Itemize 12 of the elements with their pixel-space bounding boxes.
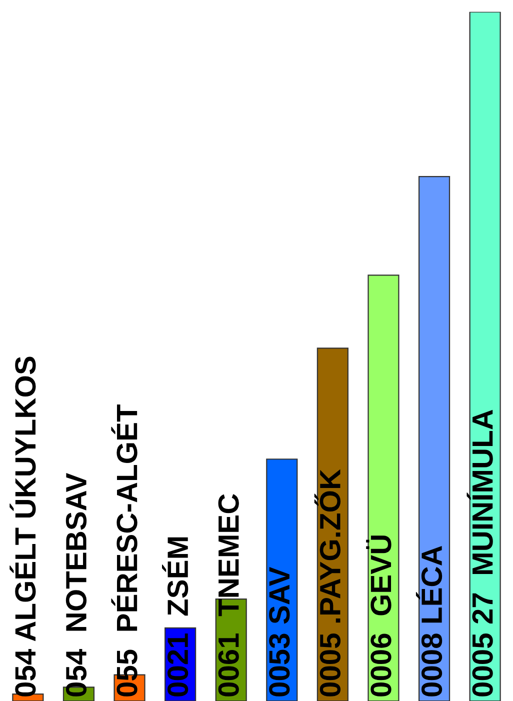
- x-tick-label: 0005 27 MUINÍMULA: [466, 410, 493, 696]
- x-tick-label: 0006 GEVÜ: [366, 536, 392, 696]
- bar: [418, 176, 450, 701]
- x-tick-label: 0005 .PAYG.ZŐK: [314, 469, 341, 696]
- x-tick-label: 0053 SAV: [269, 566, 290, 696]
- x-tick-label: 055 PÉRESC-ALGÉT: [111, 404, 138, 696]
- x-tick-label: 0021 ZSÉM: [162, 537, 188, 696]
- bar: [368, 274, 400, 701]
- x-tick-label: 0061 TNEMEC: [218, 494, 239, 696]
- x-tick-label: 054 NOTEBSAV: [66, 472, 87, 696]
- x-tick-label: 0008 LÉCA: [416, 546, 442, 696]
- x-tick-label: 054 ALGÉLT ÚKUYLKOS: [10, 356, 36, 696]
